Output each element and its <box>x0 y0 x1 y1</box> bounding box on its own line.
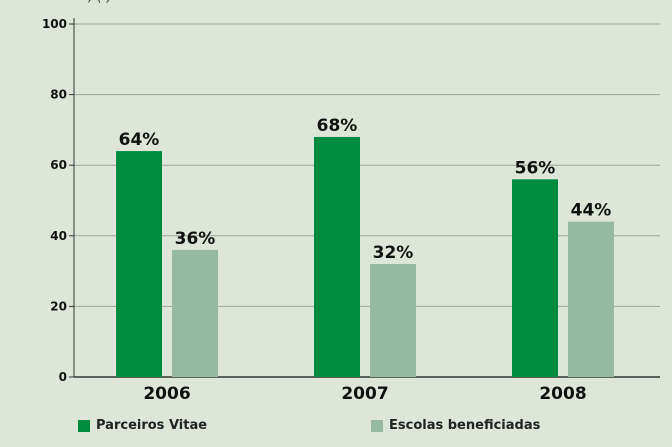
bar-2006-series-2 <box>172 249 218 377</box>
bar-2007-series-1 <box>314 136 360 377</box>
y-tick-label-40: 40 <box>50 229 67 243</box>
data-label-2007-series-2: 32% <box>373 243 414 263</box>
x-tick-label-2006: 2006 <box>143 384 190 404</box>
data-label-2008-series-1: 56% <box>515 158 556 178</box>
legend-swatch-series-2 <box>371 419 383 432</box>
data-label-2007-series-1: 68% <box>317 116 358 136</box>
y-tick-label-60: 60 <box>50 158 67 172</box>
legend-swatch-series-1 <box>78 419 90 432</box>
y-tick-label-80: 80 <box>50 88 67 102</box>
data-label-2006-series-2: 36% <box>175 229 216 249</box>
y-tick-label-0: 0 <box>59 370 67 384</box>
chart-title-partial: , ( ) <box>88 0 112 5</box>
x-tick-label-2007: 2007 <box>341 384 388 404</box>
data-label-2008-series-2: 44% <box>571 201 612 221</box>
legend-label-series-2: Escolas beneficiadas <box>389 418 541 433</box>
data-label-2006-series-1: 64% <box>119 130 160 150</box>
bar-2008-series-2 <box>568 221 614 377</box>
legend-item-series-1: Parceiros Vitae <box>78 418 207 433</box>
y-tick-label-20: 20 <box>50 299 67 313</box>
legend: Parceiros Vitae Escolas beneficiadas <box>0 418 672 442</box>
bar-2008-series-1 <box>512 179 558 377</box>
bar-2006-series-1 <box>116 151 162 377</box>
legend-item-series-2: Escolas beneficiadas <box>371 418 540 433</box>
y-tick-label-100: 100 <box>42 17 67 31</box>
x-tick-label-2008: 2008 <box>539 384 586 404</box>
bar-2007-series-2 <box>370 264 416 377</box>
legend-label-series-1: Parceiros Vitae <box>96 418 208 433</box>
